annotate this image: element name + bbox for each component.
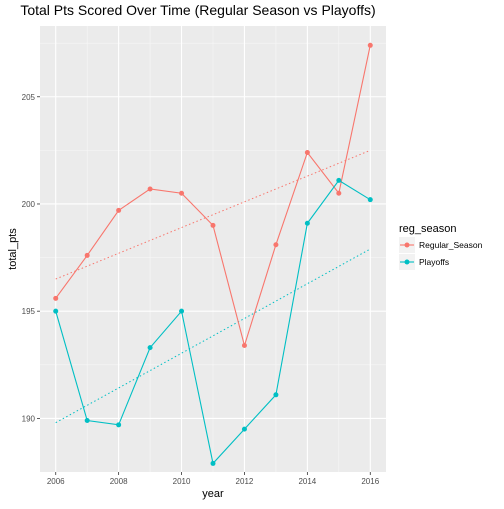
- minor-gridlines: [40, 26, 386, 472]
- axes: 2006 2008 2010 2012 2014 2016 190 195 200 205: [22, 93, 380, 486]
- playoffs-point: [147, 345, 153, 351]
- y-tick-label: 190: [22, 414, 36, 423]
- playoffs-point: [273, 392, 279, 398]
- regular-season-legend-label: Regular_Season: [419, 240, 483, 250]
- playoffs-point: [179, 308, 185, 314]
- regular-season-point: [116, 207, 122, 213]
- trend-lines: [55, 149, 371, 424]
- regular-season-point: [304, 150, 310, 156]
- playoffs-point: [304, 220, 310, 226]
- regular-season-point: [84, 252, 90, 258]
- legend: reg_season Regular_Season Playoffs: [399, 223, 483, 270]
- regular-season-point: [241, 342, 247, 348]
- playoffs-point: [84, 418, 90, 424]
- legend-title: reg_season: [399, 223, 457, 235]
- x-tick-label: 2014: [298, 477, 316, 486]
- y-axis-title: total_pts: [7, 228, 19, 270]
- series-points: [53, 42, 373, 466]
- regular-season-point: [336, 190, 342, 196]
- x-tick-label: 2008: [110, 477, 128, 486]
- x-axis-title: year: [202, 488, 224, 500]
- regular-season-point: [210, 222, 216, 228]
- playoffs-point: [241, 426, 247, 432]
- regular-season-point: [53, 295, 59, 301]
- regular-season-point: [367, 42, 373, 48]
- playoffs-legend-label: Playoffs: [419, 257, 449, 267]
- regular-season-trend-line: [55, 149, 371, 280]
- playoffs-point: [367, 197, 373, 203]
- playoffs-point: [53, 308, 59, 314]
- major-gridlines: [40, 26, 386, 472]
- regular-season-point: [179, 190, 185, 196]
- playoffs-point: [210, 460, 216, 466]
- regular-season-legend-point: [404, 242, 410, 248]
- playoffs-legend-point: [404, 259, 410, 265]
- x-tick-label: 2010: [173, 477, 191, 486]
- y-tick-label: 205: [22, 93, 36, 102]
- x-tick-label: 2012: [236, 477, 254, 486]
- playoffs-point: [116, 422, 122, 428]
- chart-title: Total Pts Scored Over Time (Regular Seas…: [20, 2, 375, 18]
- regular-season-point: [273, 242, 279, 248]
- y-tick-label: 195: [22, 307, 36, 316]
- playoffs-point: [336, 177, 342, 183]
- y-tick-label: 200: [22, 200, 36, 209]
- regular-season-point: [147, 186, 153, 192]
- x-tick-label: 2006: [47, 477, 65, 486]
- x-tick-label: 2016: [361, 477, 379, 486]
